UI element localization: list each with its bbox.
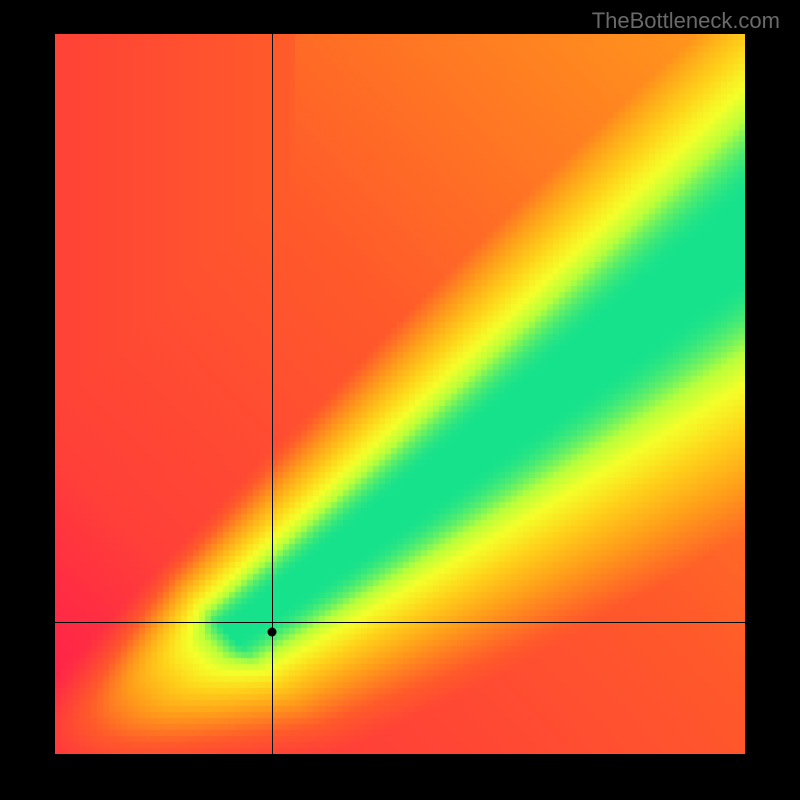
- crosshair-horizontal: [55, 622, 745, 623]
- watermark-text: TheBottleneck.com: [592, 8, 780, 34]
- bottleneck-heatmap: [55, 34, 745, 754]
- crosshair-vertical: [272, 34, 273, 754]
- chart-container: TheBottleneck.com: [0, 0, 800, 800]
- data-point-marker: [267, 628, 276, 637]
